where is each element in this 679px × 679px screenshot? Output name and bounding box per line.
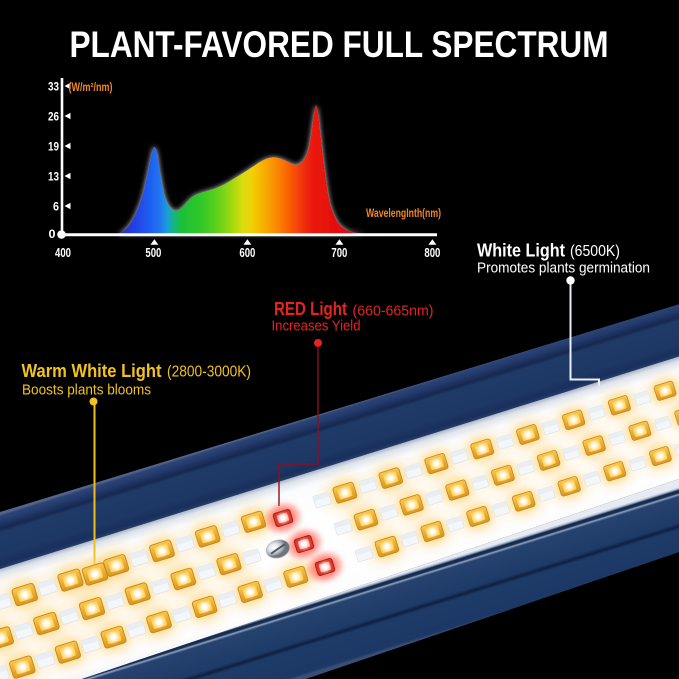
svg-text:(6500K): (6500K): [570, 243, 620, 260]
svg-text:800: 800: [424, 246, 440, 260]
svg-text:Promotes plants germination: Promotes plants germination: [477, 261, 650, 277]
svg-text:PLANT-FAVORED FULL SPECTRUM: PLANT-FAVORED FULL SPECTRUM: [70, 24, 609, 65]
svg-text:400: 400: [55, 246, 71, 260]
svg-text:Warm White Light: Warm White Light: [22, 360, 162, 381]
svg-text:(2800-3000K): (2800-3000K): [167, 364, 251, 381]
svg-text:600: 600: [239, 246, 255, 260]
svg-text:19: 19: [48, 140, 59, 154]
svg-text:13: 13: [48, 170, 59, 184]
svg-text:White Light: White Light: [477, 240, 565, 261]
svg-text:0: 0: [49, 227, 56, 241]
svg-text:Boosts plants blooms: Boosts plants blooms: [22, 382, 151, 399]
svg-text:26: 26: [48, 110, 59, 124]
svg-text:Increases Yield: Increases Yield: [272, 318, 361, 335]
svg-text:RED Light: RED Light: [274, 298, 347, 319]
svg-text:(W/m²/nm): (W/m²/nm): [69, 82, 113, 94]
svg-text:700: 700: [331, 246, 347, 260]
svg-text:6: 6: [53, 200, 59, 214]
svg-text:33: 33: [48, 80, 59, 94]
svg-text:(660-665nm): (660-665nm): [353, 304, 434, 320]
svg-text:500: 500: [145, 246, 161, 260]
svg-text:WavelengInth(nm): WavelengInth(nm): [366, 208, 441, 220]
